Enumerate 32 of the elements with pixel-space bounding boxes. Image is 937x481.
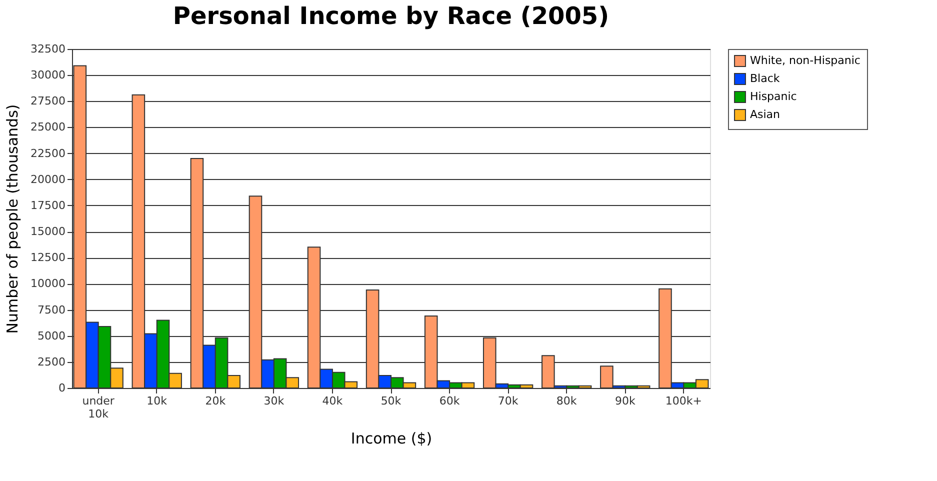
y-tick-label: 20000 [30, 172, 66, 186]
y-tick-label: 30000 [30, 68, 66, 82]
legend-label: Asian [750, 108, 780, 121]
x-tick-label: 40k [322, 394, 344, 408]
x-tick-label: 10k [146, 394, 168, 408]
x-tick-label: 20k [205, 394, 226, 408]
x-tick-label: 50k [380, 394, 402, 408]
x-tick-label: 100k+ [665, 394, 702, 408]
y-tick-label: 22500 [30, 146, 66, 160]
chart-title: Personal Income by Race (2005) [172, 2, 610, 30]
x-tick-label: 30k [264, 394, 285, 408]
x-axis-title: Income ($) [350, 430, 432, 448]
x-tick-label: 70k [498, 394, 519, 408]
legend-label: Hispanic [750, 90, 797, 103]
legend-label: White, non-Hispanic [750, 54, 860, 67]
y-tick-label: 7500 [38, 303, 66, 316]
y-axis-title: Number of people (thousands) [4, 104, 22, 334]
y-tick-label: 0 [58, 382, 66, 394]
x-tick-label: 80k [556, 394, 578, 408]
y-tick-label: 10000 [30, 277, 66, 290]
y-tick-label: 32500 [30, 42, 66, 56]
y-tick-label: 2500 [38, 355, 66, 368]
x-tick-label: 90k [614, 394, 636, 408]
y-tick-label: 5000 [38, 329, 66, 342]
y-tick-label: 27500 [30, 94, 66, 108]
y-tick-label: 12500 [30, 251, 66, 264]
legend-label: Black [750, 72, 780, 85]
y-tick-label: 15000 [30, 225, 66, 238]
x-tick-label: 60k [439, 394, 460, 408]
y-tick-label: 17500 [30, 198, 66, 212]
x-tick-label: under 10k [82, 394, 115, 420]
y-tick-label: 25000 [30, 120, 66, 134]
